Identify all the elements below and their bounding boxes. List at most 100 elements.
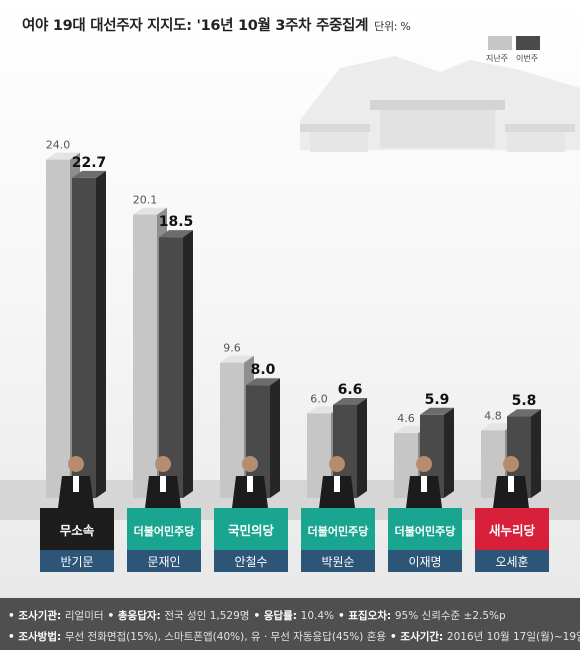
candidate-name-4: 박원순 <box>321 555 354 569</box>
name-plate-bg-1 <box>40 550 114 572</box>
candidate-name-2: 문재인 <box>147 555 180 569</box>
footer-key: • 총응답자: <box>107 610 165 622</box>
bar-side-curr-2 <box>183 230 193 498</box>
candidate-shirt-3 <box>247 476 253 492</box>
bar-top-prev-5 <box>394 426 428 434</box>
candidate-head-5 <box>416 456 432 472</box>
party-plate-1: 무소속 <box>40 508 114 550</box>
bar-top-prev-4 <box>307 406 341 414</box>
party-plate-5: 더불어민주당 <box>388 508 462 550</box>
bar-curr-2 <box>159 237 183 498</box>
value-label-curr-6: 5.8 <box>512 393 537 409</box>
footer-row-1: • 조사기관: 리얼미터 • 총응답자: 전국 성인 1,529명 • 응답률: 1… <box>8 608 510 623</box>
bar-top-curr-6 <box>507 409 541 417</box>
candidate-shirt-2 <box>160 476 166 492</box>
name-plate-bg-2 <box>127 550 201 572</box>
chart-title: 여야 19대 대선주자 지지도: '16년 10월 3주차 주중집계 단위: % <box>22 14 411 35</box>
party-name-3: 국민의당 <box>228 523 275 538</box>
party-plate-bg-1 <box>40 508 114 550</box>
party-name-2: 더불어민주당 <box>134 524 195 538</box>
party-name-6: 새누리당 <box>489 523 536 538</box>
candidate-figure-3 <box>232 456 268 508</box>
footer-value: 전국 성인 1,529명 <box>164 610 250 622</box>
value-label-curr-2: 18.5 <box>159 214 194 230</box>
party-name-5: 더불어민주당 <box>395 524 456 538</box>
palace-left-wing <box>310 132 368 152</box>
bar-side-curr-1 <box>96 170 106 498</box>
value-label-prev-1: 24.0 <box>46 139 71 152</box>
candidate-shirt-4 <box>334 476 340 492</box>
bar-prev-3 <box>220 362 244 498</box>
candidate-figure-6 <box>493 456 529 508</box>
bar-top-curr-3 <box>246 378 280 386</box>
name-plate-bg-5 <box>388 550 462 572</box>
footer-value: 95% 신뢰수준 ±2.5%p <box>394 610 506 622</box>
party-plate-bg-2 <box>127 508 201 550</box>
legend-label-curr: 이번주 <box>516 54 539 63</box>
footer-key: • 조사방법: <box>8 631 65 643</box>
party-name-1: 무소속 <box>60 523 95 538</box>
value-label-prev-6: 4.8 <box>484 409 502 422</box>
bar-top-prev-3 <box>220 355 254 363</box>
candidate-name-6: 오세훈 <box>495 555 528 569</box>
name-plate-bg-3 <box>214 550 288 572</box>
bar-side-curr-4 <box>357 397 367 498</box>
bar-curr-1 <box>72 177 96 498</box>
party-plate-2: 더불어민주당 <box>127 508 201 550</box>
legend-swatch-prev <box>488 36 512 50</box>
footer-key: • 표집오차: <box>338 610 395 622</box>
bar-side-curr-3 <box>270 378 280 498</box>
party-name-4: 더불어민주당 <box>308 524 369 538</box>
bar-side-curr-6 <box>531 409 541 498</box>
value-label-prev-3: 9.6 <box>223 342 241 355</box>
footer-key: • 응답률: <box>253 610 301 622</box>
candidate-figure-5 <box>406 456 442 508</box>
value-label-prev-4: 6.0 <box>310 392 328 405</box>
title-text: 여야 19대 대선주자 지지도: '16년 10월 3주차 주중집계 <box>22 18 369 34</box>
bar-top-prev-6 <box>481 423 515 431</box>
footer-row-2: • 조사방법: 무선 전화면접(15%), 스마트폰앱(40%), 유 · 무선… <box>8 629 580 644</box>
legend-label-prev: 지난주 <box>486 54 509 63</box>
footer-value: 리얼미터 <box>64 610 104 622</box>
bar-top-prev-1 <box>46 152 80 160</box>
value-label-curr-1: 22.7 <box>72 155 107 171</box>
candidate-shirt-6 <box>508 476 514 492</box>
candidate-shirt-5 <box>421 476 427 492</box>
party-plate-6: 새누리당 <box>475 508 549 550</box>
footer-value: 2016년 10월 17일(월)~19일(수) <box>446 631 580 643</box>
palace-body <box>380 110 495 148</box>
candidate-head-2 <box>155 456 171 472</box>
palace-roof <box>370 100 505 110</box>
candidate-figure-4 <box>319 456 355 508</box>
palace-left-wing-roof <box>300 124 370 132</box>
bar-top-curr-1 <box>72 170 106 178</box>
bar-top-curr-4 <box>333 397 367 405</box>
name-plate-bg-6 <box>475 550 549 572</box>
party-plate-3: 국민의당 <box>214 508 288 550</box>
footer-value: 10.4% <box>300 610 334 622</box>
value-label-prev-2: 20.1 <box>133 194 158 207</box>
bar-prev-2 <box>133 214 157 498</box>
footer-value: 무선 전화면접(15%), 스마트폰앱(40%), 유 · 무선 자동응답(45… <box>64 631 387 643</box>
survey-footer: • 조사기관: 리얼미터 • 총응답자: 전국 성인 1,529명 • 응답률: 1… <box>0 598 580 650</box>
party-plate-4: 더불어민주당 <box>301 508 375 550</box>
candidate-head-1 <box>68 456 84 472</box>
party-plate-bg-3 <box>214 508 288 550</box>
bar-prev-1 <box>46 159 70 498</box>
bar-side-curr-5 <box>444 407 454 498</box>
party-plate-bg-4 <box>301 508 375 550</box>
palace-right-wing <box>507 132 565 152</box>
value-label-prev-5: 4.6 <box>397 412 415 425</box>
candidate-head-4 <box>329 456 345 472</box>
bar-top-curr-2 <box>159 230 193 238</box>
candidate-head-6 <box>503 456 519 472</box>
party-plate-bg-6 <box>475 508 549 550</box>
